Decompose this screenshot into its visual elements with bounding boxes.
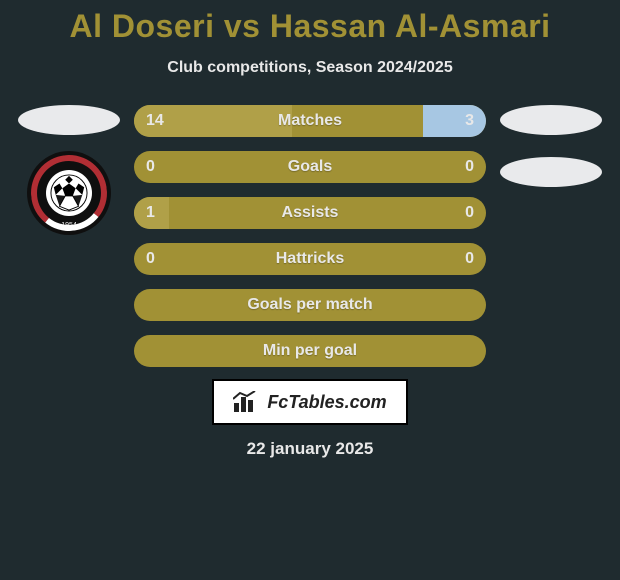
stat-label: Goals per match xyxy=(247,296,372,314)
stat-left-value: 0 xyxy=(146,151,155,183)
stat-label: Assists xyxy=(282,204,339,222)
stat-bar: Goals per match xyxy=(134,289,486,321)
main-row: 1954 14 3 Matches 0 0 Goals 1 0 Assists 0 0 Hattric… xyxy=(0,105,620,367)
stat-left-value: 1 xyxy=(146,197,155,229)
club-badge-year: 1954 xyxy=(27,222,111,229)
stat-left-value: 14 xyxy=(146,105,164,137)
right-player-col xyxy=(500,105,602,187)
stat-bar: 0 0 Hattricks xyxy=(134,243,486,275)
club-badge-left: 1954 xyxy=(27,151,111,235)
stat-bar: 0 0 Goals xyxy=(134,151,486,183)
stat-bar: Min per goal xyxy=(134,335,486,367)
stat-bar: 1 0 Assists xyxy=(134,197,486,229)
stat-left-value: 0 xyxy=(146,243,155,275)
player-jersey-right-1 xyxy=(500,105,602,135)
left-player-col: 1954 xyxy=(18,105,120,235)
stat-fill-right xyxy=(423,105,486,137)
stat-label: Matches xyxy=(278,112,342,130)
stat-label: Hattricks xyxy=(276,250,344,268)
stat-right-value: 0 xyxy=(465,197,474,229)
stat-bars: 14 3 Matches 0 0 Goals 1 0 Assists 0 0 Hattricks Goa… xyxy=(134,105,486,367)
stat-label: Goals xyxy=(288,158,332,176)
fctables-badge[interactable]: FcTables.com xyxy=(212,379,408,425)
page-title: Al Doseri vs Hassan Al-Asmari xyxy=(0,8,620,45)
stat-right-value: 3 xyxy=(465,105,474,137)
stat-right-value: 0 xyxy=(465,151,474,183)
fctables-label: FcTables.com xyxy=(267,392,386,413)
player-jersey-right-2 xyxy=(500,157,602,187)
subtitle: Club competitions, Season 2024/2025 xyxy=(0,59,620,77)
stat-bar: 14 3 Matches xyxy=(134,105,486,137)
player-jersey-left xyxy=(18,105,120,135)
bar-chart-icon xyxy=(233,391,259,413)
infographic-container: Al Doseri vs Hassan Al-Asmari Club compe… xyxy=(0,0,620,459)
date-line: 22 january 2025 xyxy=(0,439,620,459)
soccer-ball-icon xyxy=(46,170,92,216)
stat-label: Min per goal xyxy=(263,342,357,360)
stat-right-value: 0 xyxy=(465,243,474,275)
